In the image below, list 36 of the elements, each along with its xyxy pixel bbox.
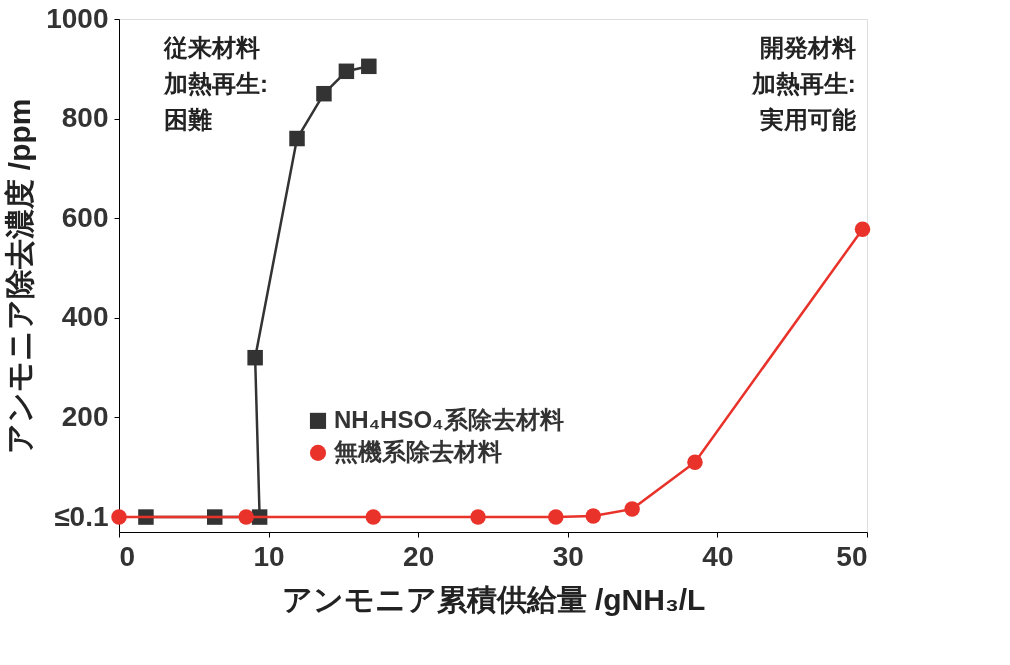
x-tick-label: 30 <box>552 540 584 572</box>
annotation: 従来材料 <box>162 34 260 61</box>
y-tick-label: 1000 <box>46 2 109 34</box>
x-tick-label: 50 <box>836 540 868 572</box>
annotation: 開発材料 <box>759 34 856 61</box>
y-tick-label: 600 <box>61 201 109 233</box>
point <box>365 509 382 525</box>
y-axis-title: アンモニア除去濃度 /ppm <box>3 98 37 454</box>
y-tick-label: 200 <box>61 400 109 432</box>
y-tick-label: 400 <box>61 301 109 333</box>
point <box>361 58 377 75</box>
legend-label: NH₄HSO₄系除去材料 <box>334 405 564 433</box>
point <box>470 509 486 525</box>
point <box>854 221 871 237</box>
annotation: 加熱再生: <box>750 70 856 97</box>
point <box>111 509 127 525</box>
annotation: 実用可能 <box>758 106 856 133</box>
point <box>585 508 601 524</box>
point <box>624 501 640 517</box>
y-tick-label: ≤0.1 <box>54 500 109 532</box>
legend-label: 無機系除去材料 <box>333 437 502 465</box>
point <box>289 130 305 147</box>
point <box>247 349 263 366</box>
annotation: 加熱再生: <box>162 70 268 97</box>
point <box>238 509 254 525</box>
x-tick-label: 10 <box>253 540 285 572</box>
annotation: 困難 <box>163 106 212 133</box>
point <box>548 509 564 525</box>
y-tick-label: 800 <box>61 102 109 134</box>
point <box>338 63 355 80</box>
x-axis-title: アンモニア累積供給量 /gNH₃/L <box>281 582 706 616</box>
point <box>316 85 332 102</box>
x-tick-label: 0 <box>119 540 136 572</box>
x-tick-label: 40 <box>702 540 734 572</box>
x-tick-label: 20 <box>403 540 435 572</box>
point <box>687 454 703 470</box>
